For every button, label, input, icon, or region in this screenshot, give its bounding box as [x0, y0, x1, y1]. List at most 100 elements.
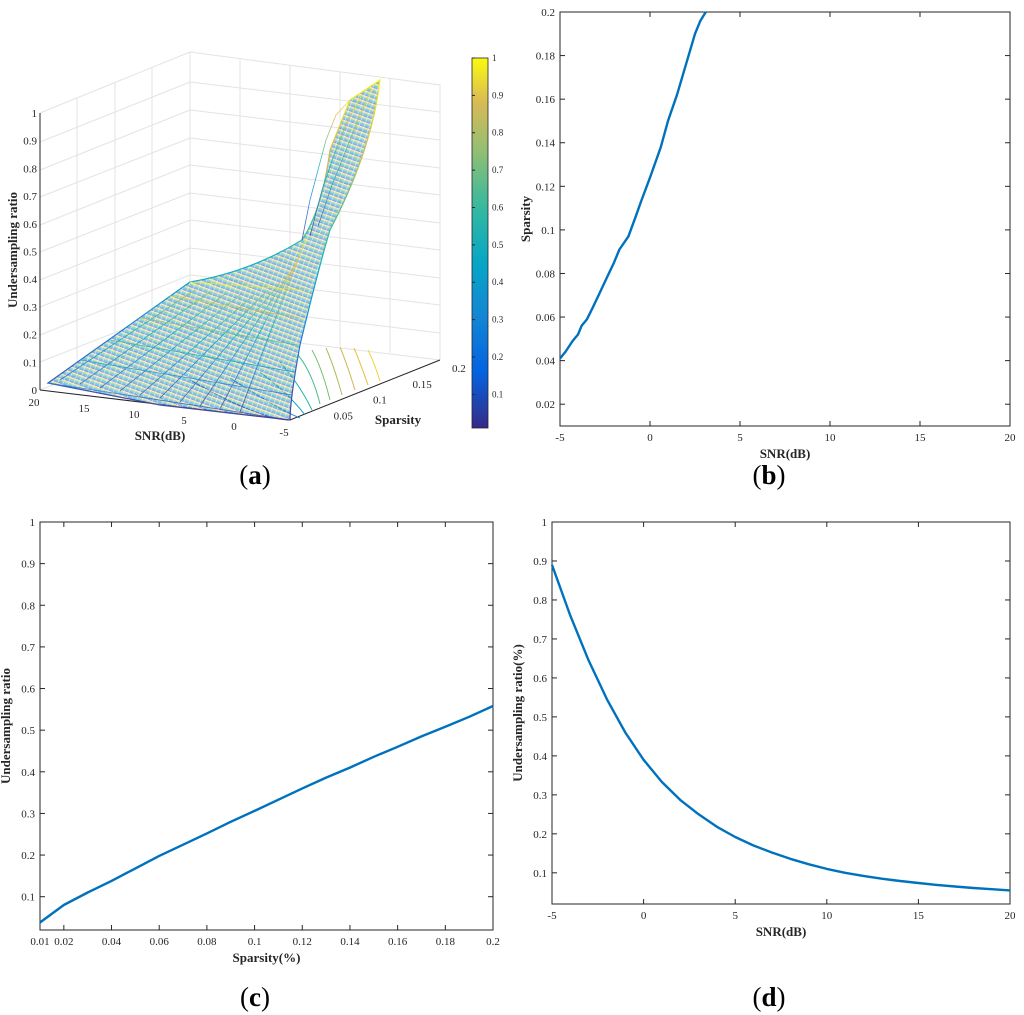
colorbar-tick-label: 0.5	[492, 240, 504, 250]
y-tick-label: 0.02	[536, 399, 555, 411]
x-tick-label: 0	[647, 432, 653, 444]
x-tick-label: 10	[129, 409, 141, 421]
panel-d-plot: -5 0 5 10 15 20 0.1 0.2 0.3 0.4 0.5 0.6 0.7 0.8 0.9 1 SN…	[510, 517, 1016, 939]
x-tick-label: -5	[279, 427, 289, 439]
x-tick-label: 5	[181, 415, 187, 427]
y-tick-label: 0.04	[536, 356, 556, 368]
y-axis-label: Sparsity	[518, 195, 533, 242]
y-axis-label: Sparsity	[375, 412, 422, 427]
y-tick-label: 0.2	[21, 850, 35, 862]
y-tick-label: 0.1	[533, 868, 547, 880]
y-tick-label: 1	[542, 517, 548, 529]
y-tick-label: 0.7	[21, 642, 35, 654]
x-tick-label: 0.2	[486, 936, 500, 948]
panel-label-c: (c)	[240, 982, 270, 1012]
y-tick-label: 0.08	[536, 268, 556, 280]
y-tick-label: 0.2	[541, 7, 555, 19]
surface-mesh	[46, 78, 381, 421]
y-tick-label: 0.06	[536, 312, 556, 324]
y-tick-label: 0.2	[452, 363, 466, 375]
z-tick-label: 0.3	[23, 302, 37, 314]
colorbar-tick-label: 0.2	[492, 352, 503, 362]
series-line	[559, 11, 707, 360]
x-tick-label: 15	[79, 403, 91, 415]
panel-label-d: (d)	[752, 982, 785, 1012]
y-tick-label: 0.05	[334, 410, 354, 422]
x-tick-label: 0.08	[197, 936, 217, 948]
z-tick-label: 1	[32, 108, 38, 120]
panel-b-plot: -5 0 5 10 15 20 0.02 0.04 0.06 0.08 0.1 0.12 0.14 0.1…	[518, 7, 1016, 461]
x-tick-label: 0.18	[436, 936, 456, 948]
x-tick-label: 20	[1005, 910, 1017, 922]
y-tick-label: 0.12	[536, 181, 555, 193]
y-tick-label: 0.1	[373, 395, 387, 407]
x-tick-label: 5	[737, 432, 743, 444]
colorbar	[471, 57, 489, 429]
y-tick-label: 0.3	[21, 808, 35, 820]
y-tick-label: 0.14	[536, 138, 556, 150]
z-axis-label: Undersampling ratio	[5, 192, 20, 308]
panel-c-plot: 0.01 0.02 0.04 0.06 0.08 0.1 0.12 0.14 0.16 0.18 0…	[0, 517, 500, 965]
colorbar-tick-label: 0.6	[492, 202, 504, 212]
y-tick-label: 0.9	[21, 559, 35, 571]
z-tick-label: 0.8	[23, 163, 37, 175]
colorbar-tick-label: 0.3	[492, 315, 504, 325]
z-tick-label: 0.6	[23, 219, 37, 231]
z-tick-label: 0	[32, 385, 38, 397]
x-tick-label: 0.14	[340, 936, 360, 948]
y-tick-label: 0.1	[21, 892, 35, 904]
y-tick-label: 0.6	[533, 673, 547, 685]
y-tick-label: 0.8	[21, 600, 35, 612]
plot-frame	[559, 11, 1011, 427]
x-axis-label: SNR(dB)	[760, 446, 811, 461]
panel-a-axes-text: 0 0.1 0.2 0.3 0.4 0.5 0.6 0.7 0.8 0.9 1 20 15 10 5 0 -5 0…	[5, 108, 466, 443]
y-tick-label: 1	[30, 517, 36, 529]
colorbar-tick-label: 0.7	[492, 165, 504, 175]
z-tick-label: 0.5	[23, 247, 37, 259]
x-axis-label: SNR(dB)	[756, 924, 807, 939]
colorbar-tick-label: 0.4	[492, 277, 504, 287]
y-tick-label: 0.15	[413, 379, 433, 391]
x-tick-label: -5	[547, 910, 557, 922]
z-tick-label: 0.7	[23, 191, 37, 203]
y-tick-label: 0.18	[536, 51, 556, 63]
x-axis-label: Sparsity(%)	[233, 950, 301, 965]
y-axis-label: Undersampling ratio(%)	[510, 644, 525, 782]
x-tick-label: -5	[555, 432, 565, 444]
y-tick-label: 0.9	[533, 556, 547, 568]
x-tick-label: 10	[825, 432, 837, 444]
x-tick-label: 20	[1005, 432, 1017, 444]
x-tick-label: 5	[732, 910, 738, 922]
y-tick-label: 0.5	[21, 725, 35, 737]
colorbar-tick-label: 0.9	[492, 90, 504, 100]
z-tick-label: 0.2	[23, 330, 37, 342]
colorbar-tick-label: 1	[492, 53, 497, 63]
y-axis-label: Undersampling ratio	[0, 668, 13, 784]
y-tick-label: 0.4	[21, 767, 35, 779]
surface-wireframe	[47, 87, 373, 421]
x-tick-label: 20	[29, 397, 41, 409]
colorbar-tick-label: 0.8	[492, 128, 504, 138]
y-tick-label: 0.3	[533, 790, 547, 802]
series-line	[39, 704, 494, 924]
x-tick-label: 0	[231, 421, 237, 433]
x-tick-label: 0.04	[102, 936, 122, 948]
plot-frame	[39, 521, 494, 931]
z-tick-label: 0.4	[23, 274, 37, 286]
y-tick-label: 0.6	[21, 684, 35, 696]
y-tick-label: 0.7	[533, 634, 547, 646]
z-tick-label: 0.9	[23, 136, 37, 148]
x-tick-label: 0.16	[388, 936, 408, 948]
x-axis-label: SNR(dB)	[135, 428, 186, 443]
y-tick-label: 0.4	[533, 751, 547, 763]
x-tick-label: 0	[641, 910, 647, 922]
plot-frame	[551, 521, 1011, 905]
x-tick-label: 0.06	[150, 936, 170, 948]
x-tick-label: 10	[821, 910, 833, 922]
x-tick-label: 0.1	[248, 936, 262, 948]
panel-label-a: (a)	[239, 460, 271, 490]
y-tick-label: 0.8	[533, 595, 547, 607]
panel-labels: (a) (b) (c) (d)	[239, 460, 785, 1012]
x-tick-label: 0.12	[293, 936, 312, 948]
